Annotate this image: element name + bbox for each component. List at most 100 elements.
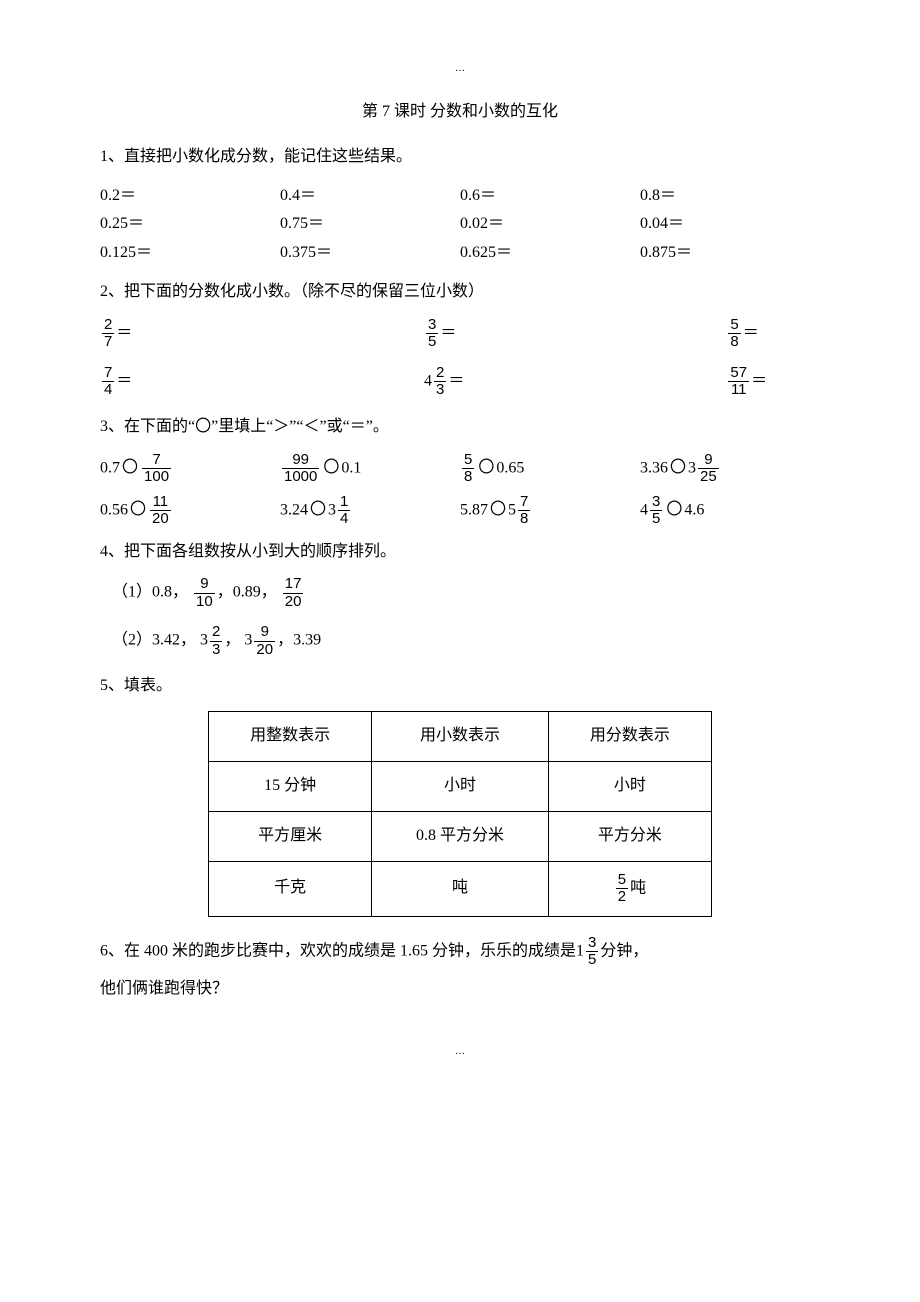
- circle-icon: 〇: [478, 454, 494, 483]
- table-cell: 千克: [209, 861, 372, 916]
- fraction: 78: [518, 494, 530, 528]
- table-header: 用分数表示: [548, 712, 711, 762]
- fraction: 7100: [142, 452, 171, 486]
- table-cell: 0.8 平方分米: [372, 811, 549, 861]
- circle-icon: 〇: [670, 454, 686, 483]
- value: 4.6: [684, 501, 704, 518]
- circle-icon: 〇: [310, 496, 326, 525]
- q1-cell: 0.375＝: [280, 239, 460, 268]
- fraction: 35: [586, 935, 598, 969]
- fraction: 1120: [150, 494, 171, 528]
- table-cell: 平方分米: [548, 811, 711, 861]
- q1-prompt: 1、直接把小数化成分数，能记住这些结果。: [100, 143, 820, 172]
- q4-prompt: 4、把下面各组数按从小到大的顺序排列。: [100, 538, 820, 567]
- q1-cell: 0.75＝: [280, 210, 460, 239]
- text: 分钟，: [600, 942, 648, 959]
- q1-cell: 0.04＝: [640, 210, 820, 239]
- item-label: （1）: [112, 584, 152, 601]
- mixed-whole: 4: [640, 501, 648, 518]
- table-cell: 52吨: [548, 861, 711, 916]
- header-ellipsis: …: [100, 60, 820, 78]
- value: ，3.39: [277, 632, 321, 649]
- q5-table: 用整数表示 用小数表示 用分数表示 15 分钟 小时 小时 平方厘米 0.8 平…: [208, 711, 712, 916]
- footer-ellipsis: …: [100, 1043, 820, 1061]
- value: 3.42，: [152, 632, 196, 649]
- q6-line2: 他们俩谁跑得快？: [100, 975, 820, 1004]
- table-cell: 吨: [372, 861, 549, 916]
- q2-row: 74＝ 423＝ 5711＝: [100, 365, 820, 399]
- fraction: 35: [426, 317, 438, 351]
- fraction: 1720: [283, 576, 304, 610]
- value: 3.24: [280, 501, 308, 518]
- value: 5.87: [460, 501, 488, 518]
- q1-cell: 0.875＝: [640, 239, 820, 268]
- value: 0.1: [341, 459, 361, 476]
- q1-cell: 0.125＝: [100, 239, 280, 268]
- circle-icon: 〇: [490, 496, 506, 525]
- q3-grid: 0.7〇7100 991000〇0.1 58〇0.65 3.36〇3925 0.…: [100, 452, 820, 528]
- value: 0.7: [100, 459, 120, 476]
- fraction: 58: [728, 317, 740, 351]
- fraction: 23: [210, 624, 222, 658]
- item-label: （2）: [112, 632, 152, 649]
- unit: 吨: [630, 879, 646, 896]
- value: 0.65: [496, 459, 524, 476]
- fraction: 920: [254, 624, 275, 658]
- table-cell: 小时: [548, 761, 711, 811]
- circle-icon: 〇: [122, 454, 138, 483]
- fraction: 23: [434, 365, 446, 399]
- q2-row: 27＝ 35＝ 58＝: [100, 317, 820, 351]
- value: 0.8，: [152, 584, 188, 601]
- fraction: 58: [462, 452, 474, 486]
- q1-cell: 0.625＝: [460, 239, 640, 268]
- mixed-whole: 3: [200, 632, 208, 649]
- circle-icon: 〇: [323, 454, 339, 483]
- fraction: 910: [194, 576, 215, 610]
- text: 6、在 400 米的跑步比赛中，欢欢的成绩是 1.65 分钟，乐乐的成绩是: [100, 942, 576, 959]
- mixed-whole: 5: [508, 501, 516, 518]
- q1-cell: 0.25＝: [100, 210, 280, 239]
- eq: ＝: [116, 372, 132, 389]
- lesson-title: 第 7 课时 分数和小数的互化: [100, 98, 820, 127]
- mixed-whole: 3: [244, 632, 252, 649]
- fraction: 52: [616, 872, 628, 906]
- q2-prompt: 2、把下面的分数化成小数。（除不尽的保留三位小数）: [100, 278, 820, 307]
- q1-cell: 0.6＝: [460, 182, 640, 211]
- circle-icon: 〇: [666, 496, 682, 525]
- mixed-whole: 4: [424, 372, 432, 389]
- value: 3.36: [640, 459, 668, 476]
- fraction: 925: [698, 452, 719, 486]
- eq: ＝: [448, 372, 464, 389]
- q1-cell: 0.4＝: [280, 182, 460, 211]
- q1-cell: 0.8＝: [640, 182, 820, 211]
- value: ，0.89，: [217, 584, 277, 601]
- fraction: 991000: [282, 452, 319, 486]
- q1-cell: 0.2＝: [100, 182, 280, 211]
- table-cell: 平方厘米: [209, 811, 372, 861]
- mixed-whole: 3: [688, 459, 696, 476]
- mixed-whole: 1: [576, 942, 584, 959]
- fraction: 74: [102, 365, 114, 399]
- q4-line1: （1）0.8， 910，0.89， 1720: [100, 576, 820, 610]
- eq: ＝: [751, 372, 767, 389]
- fraction: 35: [650, 494, 662, 528]
- eq: ＝: [116, 324, 132, 341]
- table-cell: 15 分钟: [209, 761, 372, 811]
- table-header: 用整数表示: [209, 712, 372, 762]
- q4-line2: （2）3.42， 323， 3920，3.39: [100, 624, 820, 658]
- q1-cell: 0.02＝: [460, 210, 640, 239]
- q5-prompt: 5、填表。: [100, 672, 820, 701]
- table-cell: 小时: [372, 761, 549, 811]
- q3-prompt: 3、在下面的“〇”里填上“＞”“＜”或“＝”。: [100, 413, 820, 442]
- q1-grid: 0.2＝ 0.4＝ 0.6＝ 0.8＝ 0.25＝ 0.75＝ 0.02＝ 0.…: [100, 182, 820, 268]
- fraction: 27: [102, 317, 114, 351]
- circle-icon: 〇: [130, 496, 146, 525]
- value: 0.56: [100, 501, 128, 518]
- table-header: 用小数表示: [372, 712, 549, 762]
- value: ，: [224, 632, 240, 649]
- eq: ＝: [440, 324, 456, 341]
- fraction: 5711: [728, 365, 749, 399]
- q6-line1: 6、在 400 米的跑步比赛中，欢欢的成绩是 1.65 分钟，乐乐的成绩是135…: [100, 935, 820, 969]
- eq: ＝: [743, 324, 759, 341]
- fraction: 14: [338, 494, 350, 528]
